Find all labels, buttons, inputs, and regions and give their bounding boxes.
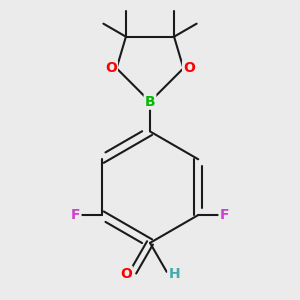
- Text: O: O: [183, 61, 195, 75]
- Text: O: O: [105, 61, 117, 75]
- Text: F: F: [71, 208, 80, 222]
- Text: O: O: [120, 267, 132, 281]
- Text: F: F: [220, 208, 229, 222]
- Text: B: B: [145, 95, 155, 109]
- Text: H: H: [168, 267, 180, 281]
